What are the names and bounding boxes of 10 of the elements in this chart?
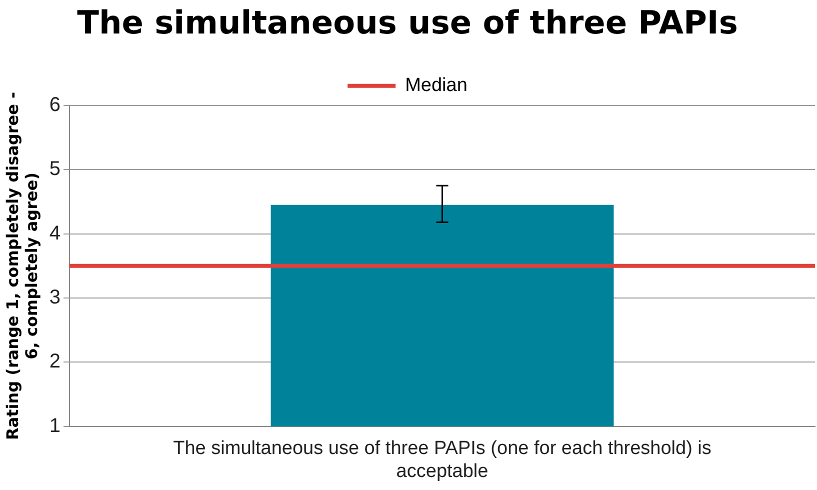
legend-label: Median [405, 75, 468, 96]
y-tick-label: 6 [49, 94, 61, 116]
x-tick-label: The simultaneous use of three PAPIs (one for each threshold) is acceptable [173, 438, 712, 482]
y-axis-title: Rating (range 1, completely disagree - 6, completely agree) [2, 92, 41, 440]
y-tick-label: 2 [49, 350, 61, 373]
y-tick-label: 5 [49, 158, 61, 180]
chart-title: The simultaneous use of three PAPIs [77, 4, 738, 42]
y-tick-label: 4 [49, 222, 61, 244]
y-tick-label: 1 [49, 414, 61, 437]
y-tick-label: 3 [49, 286, 61, 309]
